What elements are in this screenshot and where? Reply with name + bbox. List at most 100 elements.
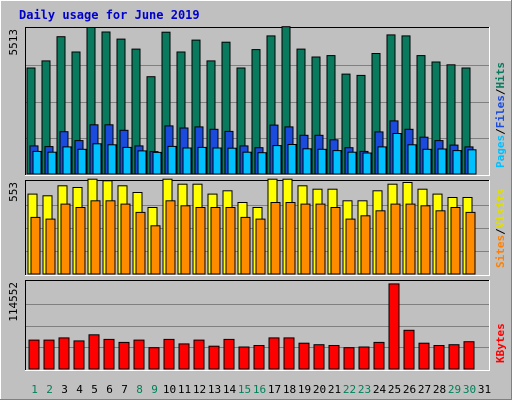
- bar-sites-day-4: [75, 207, 86, 275]
- bar-sites-day-28: [435, 210, 446, 275]
- bar-sites-day-24: [375, 210, 386, 275]
- panel-kbytes: 114552 KBytes: [7, 280, 507, 371]
- bar-kbytes-day-22: [343, 347, 355, 370]
- bar-sites-day-19: [300, 203, 311, 275]
- day-label: 21: [328, 383, 341, 396]
- bar-kbytes-day-13: [208, 345, 220, 370]
- bar-sites-day-6: [105, 200, 116, 275]
- series-sites: [30, 200, 476, 275]
- bar-sites-day-12: [195, 207, 206, 275]
- day-label: 9: [151, 383, 158, 396]
- day-label: 10: [163, 383, 176, 396]
- bar-pages-day-22: [347, 151, 357, 175]
- bar-pages-day-17: [272, 145, 282, 175]
- bar-sites-day-3: [60, 203, 71, 275]
- bar-pages-day-20: [317, 148, 327, 175]
- bar-kbytes-day-5: [88, 334, 100, 370]
- bar-kbytes-day-27: [418, 342, 430, 370]
- bar-pages-day-5: [92, 143, 102, 175]
- day-label: 5: [91, 383, 98, 396]
- day-label: 25: [388, 383, 401, 396]
- series-pages: [32, 133, 477, 175]
- day-label: 2: [46, 383, 53, 396]
- bar-kbytes-day-29: [448, 344, 460, 370]
- bar-kbytes-day-28: [433, 345, 445, 370]
- bar-sites-day-13: [210, 207, 221, 275]
- day-label: 12: [193, 383, 206, 396]
- bar-kbytes-day-9: [148, 347, 160, 370]
- bar-sites-day-16: [255, 218, 266, 275]
- bar-sites-day-25: [390, 203, 401, 275]
- day-label: 1: [31, 383, 38, 396]
- bar-kbytes-day-6: [103, 338, 115, 370]
- chart-title: Daily usage for June 2019: [19, 8, 200, 22]
- bar-pages-day-1: [32, 150, 42, 175]
- bar-sites-day-17: [270, 202, 281, 275]
- day-label: 15: [238, 383, 251, 396]
- bar-kbytes-day-8: [133, 339, 145, 370]
- bar-pages-day-23: [362, 152, 372, 175]
- bar-kbytes-day-20: [313, 344, 325, 370]
- bar-pages-day-28: [437, 148, 447, 175]
- bar-pages-day-11: [182, 147, 192, 175]
- bar-sites-day-11: [180, 205, 191, 275]
- bar-sites-day-22: [345, 218, 356, 275]
- bar-sites-day-26: [405, 203, 416, 275]
- day-label: 14: [223, 383, 237, 396]
- day-label: 6: [106, 383, 113, 396]
- bar-pages-day-2: [47, 151, 57, 175]
- day-label: 20: [313, 383, 326, 396]
- day-label: 13: [208, 383, 221, 396]
- bar-sites-day-30: [465, 211, 476, 275]
- bar-kbytes-day-7: [118, 341, 130, 370]
- bar-kbytes-day-14: [223, 338, 235, 370]
- day-label: 27: [418, 383, 431, 396]
- bar-pages-day-27: [422, 148, 432, 175]
- panel-max-label: 553: [7, 182, 20, 202]
- day-label: 31: [478, 383, 491, 396]
- bar-pages-day-12: [197, 146, 207, 175]
- bar-sites-day-10: [165, 200, 176, 275]
- day-label: 28: [433, 383, 446, 396]
- bar-sites-day-20: [315, 203, 326, 275]
- legend-item-kbytes: KBytes: [494, 323, 507, 363]
- bar-pages-day-25: [392, 133, 402, 175]
- bar-pages-day-29: [452, 150, 462, 175]
- day-axis: 1 2 3 4 5 6 7 8 9 10 11 12 13 14 15 16 17 18 19 20 21 22 23 24 2…: [31, 383, 491, 396]
- bar-pages-day-13: [212, 147, 222, 175]
- bar-pages-day-21: [332, 150, 342, 175]
- panel-hits: 5513 Pages/Files/Hits: [7, 26, 507, 176]
- bar-pages-day-10: [167, 145, 177, 175]
- day-label: 7: [121, 383, 128, 396]
- bar-kbytes-day-25: [388, 283, 400, 370]
- bar-kbytes-day-26: [403, 329, 415, 370]
- series-hits: [26, 26, 471, 175]
- day-label: 17: [268, 383, 281, 396]
- panel-legend: Pages/Files/Hits: [494, 62, 507, 168]
- bar-sites-day-21: [330, 207, 341, 275]
- day-label: 23: [358, 383, 371, 396]
- bar-kbytes-day-30: [463, 341, 475, 370]
- bar-sites-day-8: [135, 211, 146, 275]
- day-label: 3: [61, 383, 68, 396]
- series-kbytes: [28, 283, 475, 370]
- bar-kbytes-day-15: [238, 346, 250, 370]
- bar-kbytes-day-24: [373, 341, 385, 370]
- legend-item-visits: Visits: [494, 189, 507, 229]
- bar-kbytes-day-3: [58, 337, 70, 370]
- legend-separator: /: [494, 128, 507, 135]
- bar-pages-day-26: [407, 144, 417, 175]
- bar-kbytes-day-18: [283, 337, 295, 370]
- bar-kbytes-day-21: [328, 345, 340, 370]
- bar-pages-day-3: [62, 146, 72, 175]
- bar-pages-day-4: [77, 148, 87, 175]
- legend-separator: /: [494, 228, 507, 235]
- bar-kbytes-day-1: [28, 339, 40, 370]
- panel-max-label: 5513: [7, 29, 20, 56]
- panel-legend: KBytes: [494, 323, 507, 363]
- bar-pages-day-7: [122, 146, 132, 175]
- day-label: 16: [253, 383, 266, 396]
- bar-kbytes-day-19: [298, 342, 310, 370]
- bar-pages-day-8: [137, 150, 147, 175]
